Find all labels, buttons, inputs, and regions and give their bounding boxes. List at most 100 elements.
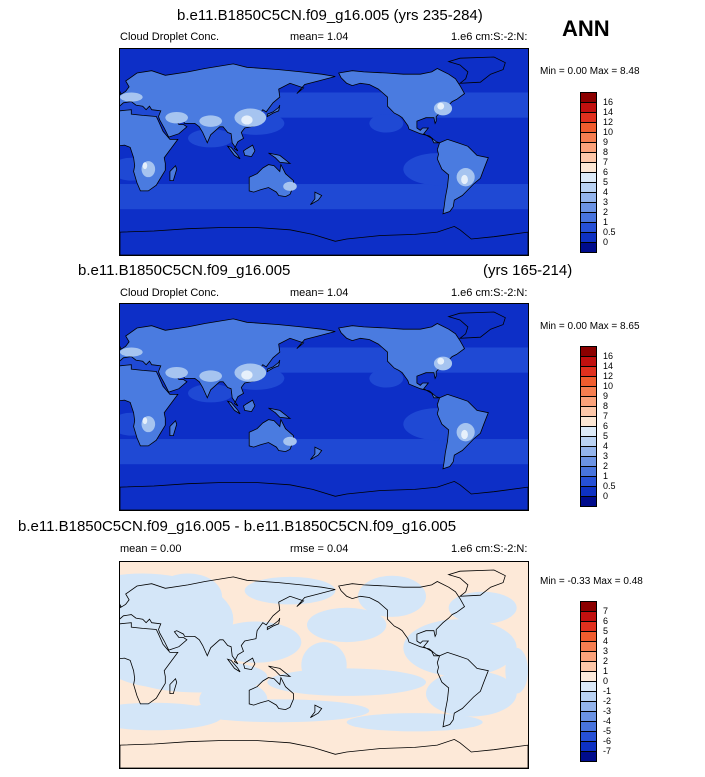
colorbar-label: 12: [603, 117, 614, 127]
ocean-plume: [188, 129, 234, 148]
panel2-years: (yrs 165-214): [483, 262, 573, 279]
panel3-minmax: Min = -0.33 Max = 0.48: [540, 576, 643, 587]
colorbar-label: -5: [603, 726, 612, 736]
high-concentration-region: [283, 436, 297, 446]
colorbar-label: 1: [603, 666, 609, 676]
high-concentration-region: [241, 370, 253, 380]
colorbar-label: 4: [603, 187, 609, 197]
colorbar-label: 4: [603, 636, 609, 646]
colorbar-label: 5: [603, 431, 609, 441]
continent-borneo: [243, 144, 256, 158]
panel3-difference-map: [119, 561, 529, 769]
high-concentration-region: [437, 102, 445, 110]
negative-difference-region: [346, 713, 483, 732]
continent-eurasia: [120, 63, 336, 152]
high-concentration-region: [165, 111, 188, 124]
panel1-variable-label: Cloud Droplet Conc.: [120, 31, 220, 43]
negative-difference-region: [301, 642, 347, 688]
high-concentration-region: [199, 115, 222, 127]
continent-newguinea: [268, 665, 292, 677]
high-concentration-region: [142, 162, 148, 170]
colorbar-label: 2: [603, 656, 609, 666]
colorbar-label: 6: [603, 421, 609, 431]
continent-eurasia: [120, 576, 336, 665]
negative-difference-region: [199, 681, 268, 718]
high-concentration-region: [142, 417, 148, 425]
colorbar-swatch: [580, 242, 597, 253]
colorbar-label: 5: [603, 177, 609, 187]
continent-sumatra: [226, 658, 241, 673]
colorbar-label: 0: [603, 491, 609, 501]
panel2-mean: mean= 1.04: [290, 287, 349, 299]
colorbar-label: 14: [603, 107, 614, 117]
panel3-mean: mean = 0.00: [120, 543, 182, 555]
panel1-minmax: Min = 0.00 Max = 8.48: [540, 66, 640, 77]
continent-antarctica: [120, 480, 528, 510]
colorbar-label: 16: [603, 97, 614, 107]
high-concentration-region: [241, 115, 253, 125]
continent-greenland: [447, 56, 506, 84]
continent-sumatra: [226, 145, 241, 160]
panel2-map: [119, 303, 529, 511]
colorbar-swatch: [580, 751, 597, 762]
colorbar-label: -3: [603, 706, 612, 716]
continent-northamerica: [338, 68, 466, 144]
continent-africa: [120, 364, 179, 447]
colorbar-label: 10: [603, 381, 614, 391]
colorbar-label: 3: [603, 646, 609, 656]
continent-newzealand: [310, 446, 323, 460]
continent-antarctica: [120, 225, 528, 255]
continent-newzealand: [310, 191, 323, 205]
colorbar-label: 6: [603, 167, 609, 177]
colorbar-label: 7: [603, 157, 609, 167]
continent-northamerica: [338, 323, 466, 399]
high-concentration-region: [120, 92, 143, 102]
continent-australia: [248, 676, 294, 711]
ocean-plume: [188, 384, 234, 403]
colorbar-label: 0: [603, 676, 609, 686]
continent-japan: [266, 617, 281, 631]
colorbar-label: -7: [603, 746, 612, 756]
panel2-variable-label: Cloud Droplet Conc.: [120, 287, 220, 299]
colorbar-label: -6: [603, 736, 612, 746]
panel1-units: 1.e6 cm:S:-2:N:: [451, 31, 528, 43]
negative-difference-region: [120, 702, 222, 731]
continent-japan: [266, 104, 281, 118]
colorbar-label: 2: [603, 207, 609, 217]
colorbar-label: 3: [603, 451, 609, 461]
colorbar-label: -4: [603, 716, 612, 726]
negative-difference-region: [154, 573, 222, 620]
colorbar-label: -2: [603, 696, 612, 706]
colorbar-label: 9: [603, 137, 609, 147]
high-concentration-region: [461, 174, 468, 185]
continent-northamerica: [338, 581, 466, 657]
continent-uk: [120, 90, 122, 95]
high-concentration-region: [461, 429, 468, 440]
continent-newzealand: [310, 704, 323, 718]
colorbar-label: 0: [603, 237, 609, 247]
continent-madagascar: [169, 677, 178, 695]
continent-newguinea: [268, 407, 292, 419]
colorbar-label: 12: [603, 371, 614, 381]
panel1-title: b.e11.B1850C5CN.f09_g16.005 (yrs 235-284…: [177, 7, 483, 24]
colorbar-label: 1: [603, 471, 609, 481]
continent-japan: [266, 359, 281, 373]
high-concentration-region: [437, 357, 445, 365]
ocean-plume: [369, 114, 404, 133]
colorbar-swatch: [580, 496, 597, 507]
negative-difference-region: [426, 670, 517, 717]
continent-africa: [120, 109, 179, 192]
continent-greenland: [447, 569, 506, 597]
continent-newguinea: [268, 152, 292, 164]
colorbar-label: 5: [603, 626, 609, 636]
colorbar-label: 4: [603, 441, 609, 451]
panel3-title: b.e11.B1850C5CN.f09_g16.005 - b.e11.B185…: [18, 518, 457, 535]
negative-difference-region: [505, 647, 528, 694]
colorbar-label: 9: [603, 391, 609, 401]
continent-borneo: [243, 399, 256, 413]
panel2-minmax: Min = 0.00 Max = 8.65: [540, 321, 640, 332]
panel2-title: b.e11.B1850C5CN.f09_g16.005: [78, 262, 291, 279]
colorbar-label: 16: [603, 351, 614, 361]
colorbar-label: 0.5: [603, 481, 616, 491]
colorbar-label: 14: [603, 361, 614, 371]
